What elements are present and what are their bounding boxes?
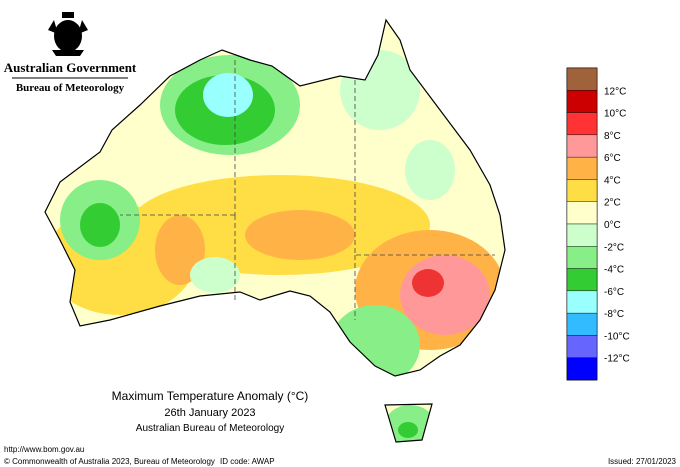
- coastline: [44, 18, 506, 443]
- legend-swatch: [566, 290, 598, 314]
- legend-swatch: [566, 156, 598, 180]
- legend-label: -8°C: [604, 309, 624, 320]
- legend-label: 0°C: [604, 220, 621, 231]
- legend-label: 4°C: [604, 175, 621, 186]
- legend-swatch: [566, 112, 598, 136]
- legend-label: -2°C: [604, 242, 624, 253]
- state-borders: [120, 60, 495, 320]
- footer-url: http://www.bom.gov.au: [4, 445, 84, 454]
- map-title: Maximum Temperature Anomaly (°C): [112, 389, 309, 403]
- crest: [48, 12, 88, 56]
- map-date: 26th January 2023: [164, 407, 255, 419]
- footer-id: ID code: AWAP: [220, 457, 275, 466]
- legend-swatch: [566, 223, 598, 247]
- legend-label: 8°C: [604, 131, 621, 142]
- legend-swatch: [566, 90, 598, 113]
- footer-copyright: © Commonwealth of Australia 2023, Bureau…: [4, 457, 215, 466]
- legend-label: 12°C: [604, 86, 626, 97]
- legend-swatch: [566, 357, 598, 381]
- legend-swatch: [566, 134, 598, 158]
- footer-issued: Issued: 27/01/2023: [608, 457, 677, 466]
- legend-swatch: [566, 67, 598, 91]
- legend: 12°C 10°C 8°C 6°C 4°C 2°C 0°C -2°C -4°C -6°C -8°C -…: [566, 67, 630, 381]
- legend-label: -10°C: [604, 331, 630, 342]
- legend-swatch: [566, 312, 598, 336]
- legend-swatch: [566, 268, 598, 292]
- legend-label: 2°C: [604, 198, 621, 209]
- legend-label: -4°C: [604, 265, 624, 276]
- legend-label: 10°C: [604, 109, 626, 120]
- government-name: Australian Government: [4, 60, 137, 75]
- legend-label: -6°C: [604, 287, 624, 298]
- legend-label: -12°C: [604, 354, 630, 365]
- agency-name: Bureau of Meteorology: [16, 82, 125, 94]
- legend-swatch: [566, 179, 598, 202]
- legend-label: 6°C: [604, 153, 621, 164]
- legend-swatch: [566, 246, 598, 269]
- legend-swatch: [566, 201, 598, 225]
- legend-swatch: [566, 335, 598, 358]
- map-source: Australian Bureau of Meteorology: [136, 423, 284, 434]
